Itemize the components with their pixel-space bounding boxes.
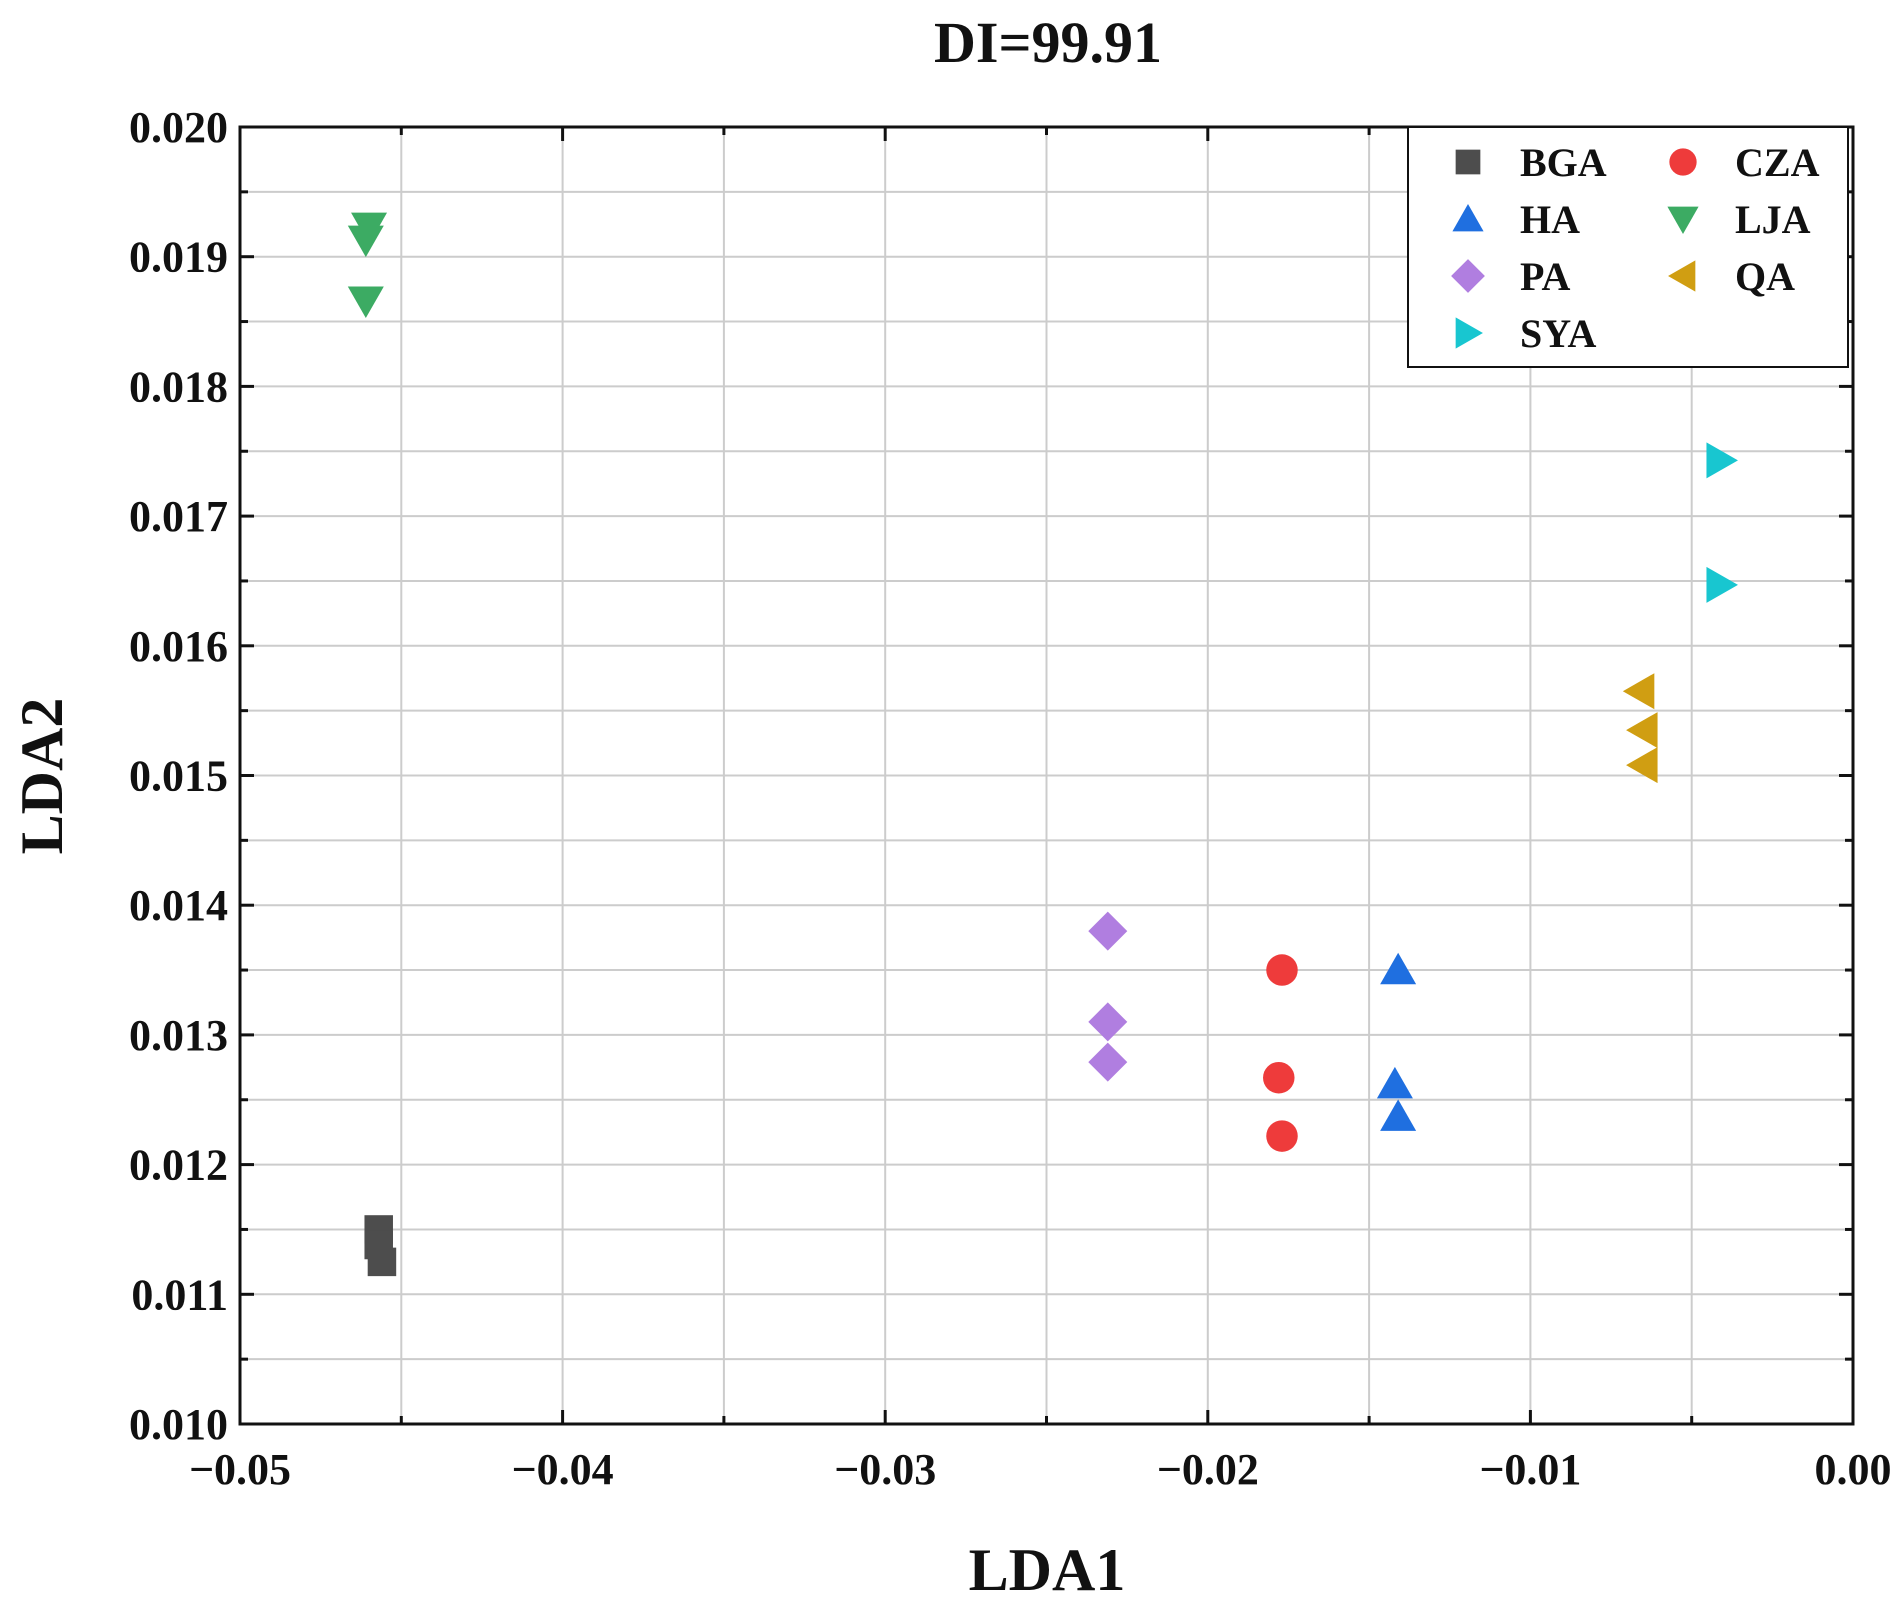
- series-cza: [1263, 954, 1298, 1152]
- y-tick-label: 0.011: [131, 1270, 228, 1319]
- series-lja: [347, 212, 388, 319]
- legend-item-pa: PA: [1451, 254, 1570, 299]
- point-pa: [1088, 1002, 1128, 1042]
- legend-marker-bga: [1455, 149, 1481, 175]
- legend-label-pa: PA: [1520, 254, 1570, 299]
- x-tick-label: 0.00: [1815, 1445, 1892, 1494]
- point-lja: [347, 286, 384, 319]
- y-tick-label: 0.016: [129, 622, 228, 671]
- point-cza: [1266, 954, 1298, 986]
- point-lja: [347, 225, 384, 258]
- y-axis-label: LDA2: [9, 698, 75, 855]
- legend-marker-qa: [1668, 260, 1696, 292]
- x-tick-label: −0.03: [834, 1445, 936, 1494]
- point-sya: [1706, 566, 1738, 603]
- legend-box: [1407, 126, 1849, 368]
- x-tick-label: −0.02: [1157, 1445, 1259, 1494]
- legend-marker-cza: [1669, 148, 1697, 176]
- point-qa: [1626, 712, 1658, 749]
- point-cza: [1263, 1061, 1295, 1094]
- point-qa: [1626, 747, 1658, 784]
- series-ha: [1376, 952, 1417, 1131]
- y-tick-label: 0.014: [129, 881, 228, 930]
- legend-item-sya: SYA: [1455, 311, 1596, 356]
- point-ha: [1380, 952, 1417, 985]
- legend-label-qa: QA: [1735, 254, 1795, 299]
- point-ha: [1376, 1066, 1413, 1099]
- series-sya: [1706, 442, 1738, 603]
- point-qa: [1622, 673, 1655, 710]
- point-pa: [1088, 1042, 1128, 1082]
- axis-ticks: −0.05 −0.04 −0.03 −0.02 −0.01 0.00 0.010 0.011 0…: [129, 103, 1892, 1494]
- point-ha: [1380, 1099, 1417, 1131]
- x-tick-label: −0.01: [1479, 1445, 1581, 1494]
- legend-label-cza: CZA: [1735, 140, 1820, 185]
- y-tick-label: 0.019: [129, 233, 228, 282]
- legend-item-ha: HA: [1452, 197, 1580, 242]
- legend-label-bga: BGA: [1520, 140, 1607, 185]
- chart-title: DI=99.91: [934, 10, 1162, 75]
- series-bga: [364, 1215, 397, 1277]
- legend-marker-sya: [1455, 317, 1483, 349]
- legend-label-lja: LJA: [1735, 197, 1811, 242]
- y-tick-label: 0.018: [129, 362, 228, 411]
- legend-item-lja: LJA: [1667, 197, 1811, 242]
- legend-label-sya: SYA: [1520, 311, 1596, 356]
- x-tick-label: −0.04: [512, 1445, 614, 1494]
- legend-item-qa: QA: [1668, 254, 1795, 299]
- legend-item-cza: CZA: [1669, 140, 1820, 185]
- point-bga: [367, 1247, 397, 1277]
- series-qa: [1622, 673, 1658, 784]
- y-tick-label: 0.015: [129, 752, 228, 801]
- y-tick-label: 0.012: [129, 1141, 228, 1190]
- legend-marker-pa: [1451, 259, 1485, 293]
- point-sya: [1706, 442, 1738, 479]
- y-tick-label: 0.020: [129, 103, 228, 152]
- series-pa: [1088, 911, 1128, 1082]
- x-axis-label: LDA1: [969, 1537, 1126, 1603]
- legend-marker-lja: [1667, 206, 1699, 234]
- x-tick-label: −0.05: [189, 1445, 291, 1494]
- y-tick-label: 0.010: [129, 1400, 228, 1449]
- data-points: [347, 212, 1738, 1277]
- y-tick-label: 0.017: [129, 492, 228, 541]
- point-pa: [1088, 911, 1128, 951]
- legend-item-bga: BGA: [1455, 140, 1607, 185]
- point-cza: [1266, 1120, 1298, 1152]
- legend-label-ha: HA: [1520, 197, 1580, 242]
- y-tick-label: 0.013: [129, 1011, 228, 1060]
- legend-marker-ha: [1452, 204, 1484, 232]
- legend: BGA CZA HA LJA PA QA SYA: [1407, 126, 1849, 368]
